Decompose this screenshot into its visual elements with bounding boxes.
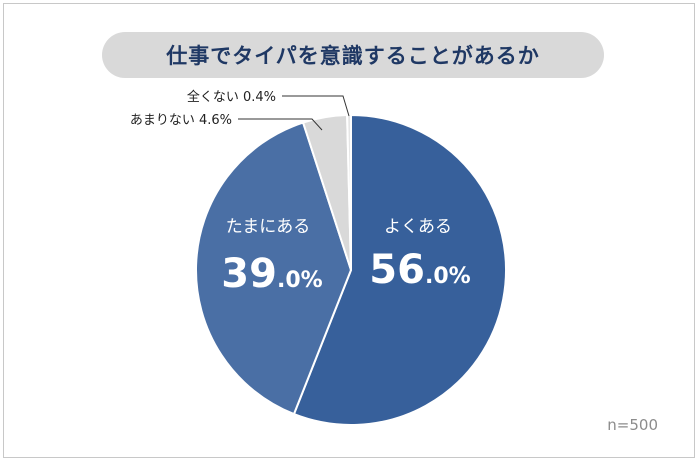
sample-size-label: n=500 xyxy=(607,416,658,434)
outside-label-2: あまりない 4.6% xyxy=(130,113,232,128)
slice-value-int-0: 56 xyxy=(369,247,425,293)
slice-value-int-1: 39 xyxy=(221,251,277,297)
slice-label-0: よくある xyxy=(384,217,452,237)
leader-line-3 xyxy=(282,95,350,117)
pie-slice-0 xyxy=(292,113,507,426)
slice-label-1: たまにある xyxy=(226,217,311,237)
outside-label-3: 全くない 0.4% xyxy=(187,89,276,105)
chart-title: 仕事でタイパを意識することがあるか xyxy=(102,32,604,78)
slice-value-dec-0: .0% xyxy=(425,264,471,289)
slice-value-1: 39.0% xyxy=(221,251,322,297)
slice-value-dec-1: .0% xyxy=(277,268,323,293)
slice-value-0: 56.0% xyxy=(369,247,470,293)
pie-slice-1 xyxy=(195,121,353,416)
leader-line-2 xyxy=(238,118,323,131)
